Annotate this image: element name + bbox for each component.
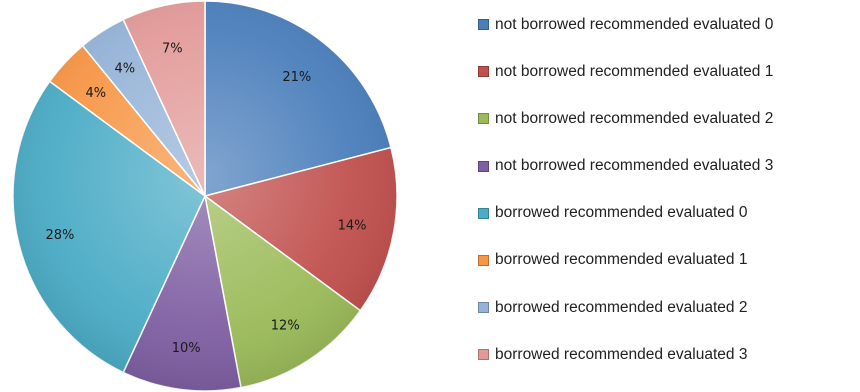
legend-label: borrowed recommended evaluated 2 [495,298,748,316]
slice-label-6: 4% [114,62,135,77]
legend-swatch [478,113,489,125]
legend-item-2: not borrowed recommended evaluated 2 [478,106,858,131]
pie-slices [12,0,398,392]
legend-swatch [478,66,489,78]
slice-label-5: 4% [86,86,107,101]
legend: not borrowed recommended evaluated 0 not … [478,12,858,390]
slice-label-4: 28% [45,228,74,243]
legend-item-0: not borrowed recommended evaluated 0 [478,12,858,37]
slice-label-7: 7% [162,42,183,57]
slice-label-2: 12% [271,318,300,333]
pie-slice-labels: 21% 14% 12% 10% 28% 4% 4% 7% [45,42,366,356]
legend-swatch [478,19,489,30]
legend-label: not borrowed recommended evaluated 3 [495,157,774,175]
legend-label: not borrowed recommended evaluated 1 [495,62,774,80]
slice-label-0: 21% [282,70,311,85]
legend-item-6: borrowed recommended evaluated 2 [478,295,858,320]
legend-label: borrowed recommended evaluated 1 [495,251,748,269]
legend-swatch [478,254,489,266]
legend-label: not borrowed recommended evaluated 0 [495,15,774,33]
legend-swatch [478,207,489,219]
legend-label: borrowed recommended evaluated 3 [495,345,748,363]
legend-swatch [478,349,489,361]
legend-label: borrowed recommended evaluated 0 [495,204,748,222]
legend-item-5: borrowed recommended evaluated 1 [478,248,858,273]
legend-item-7: borrowed recommended evaluated 3 [478,342,858,367]
legend-item-3: not borrowed recommended evaluated 3 [478,154,858,179]
legend-item-1: not borrowed recommended evaluated 1 [478,59,858,84]
legend-label: not borrowed recommended evaluated 2 [495,109,774,127]
slice-label-1: 14% [338,219,367,234]
slice-label-3: 10% [172,341,201,356]
legend-swatch [478,302,489,314]
pie-chart: 21% 14% 12% 10% 28% 4% 4% 7% [12,0,398,392]
legend-swatch [478,160,489,172]
legend-item-4: borrowed recommended evaluated 0 [478,201,858,226]
legend-items: not borrowed recommended evaluated 0 not … [478,12,858,367]
